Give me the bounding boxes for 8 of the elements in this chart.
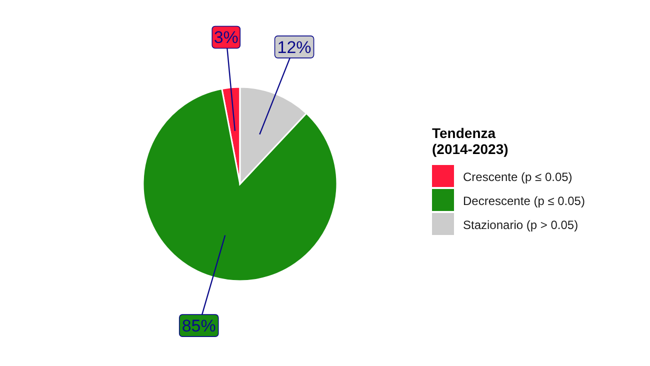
data-label: 12% (277, 38, 312, 57)
data-label: 3% (214, 28, 238, 48)
legend-label: Stazionario (p > 0.05) (463, 218, 578, 232)
data-label: 85% (182, 316, 216, 336)
legend-title: Tendenza (2014-2023) (432, 125, 508, 157)
pie-slice (142, 88, 338, 282)
legend-label: Crescente (p ≤ 0.05) (463, 170, 572, 184)
legend-label: Decrescente (p ≤ 0.05) (463, 194, 585, 208)
